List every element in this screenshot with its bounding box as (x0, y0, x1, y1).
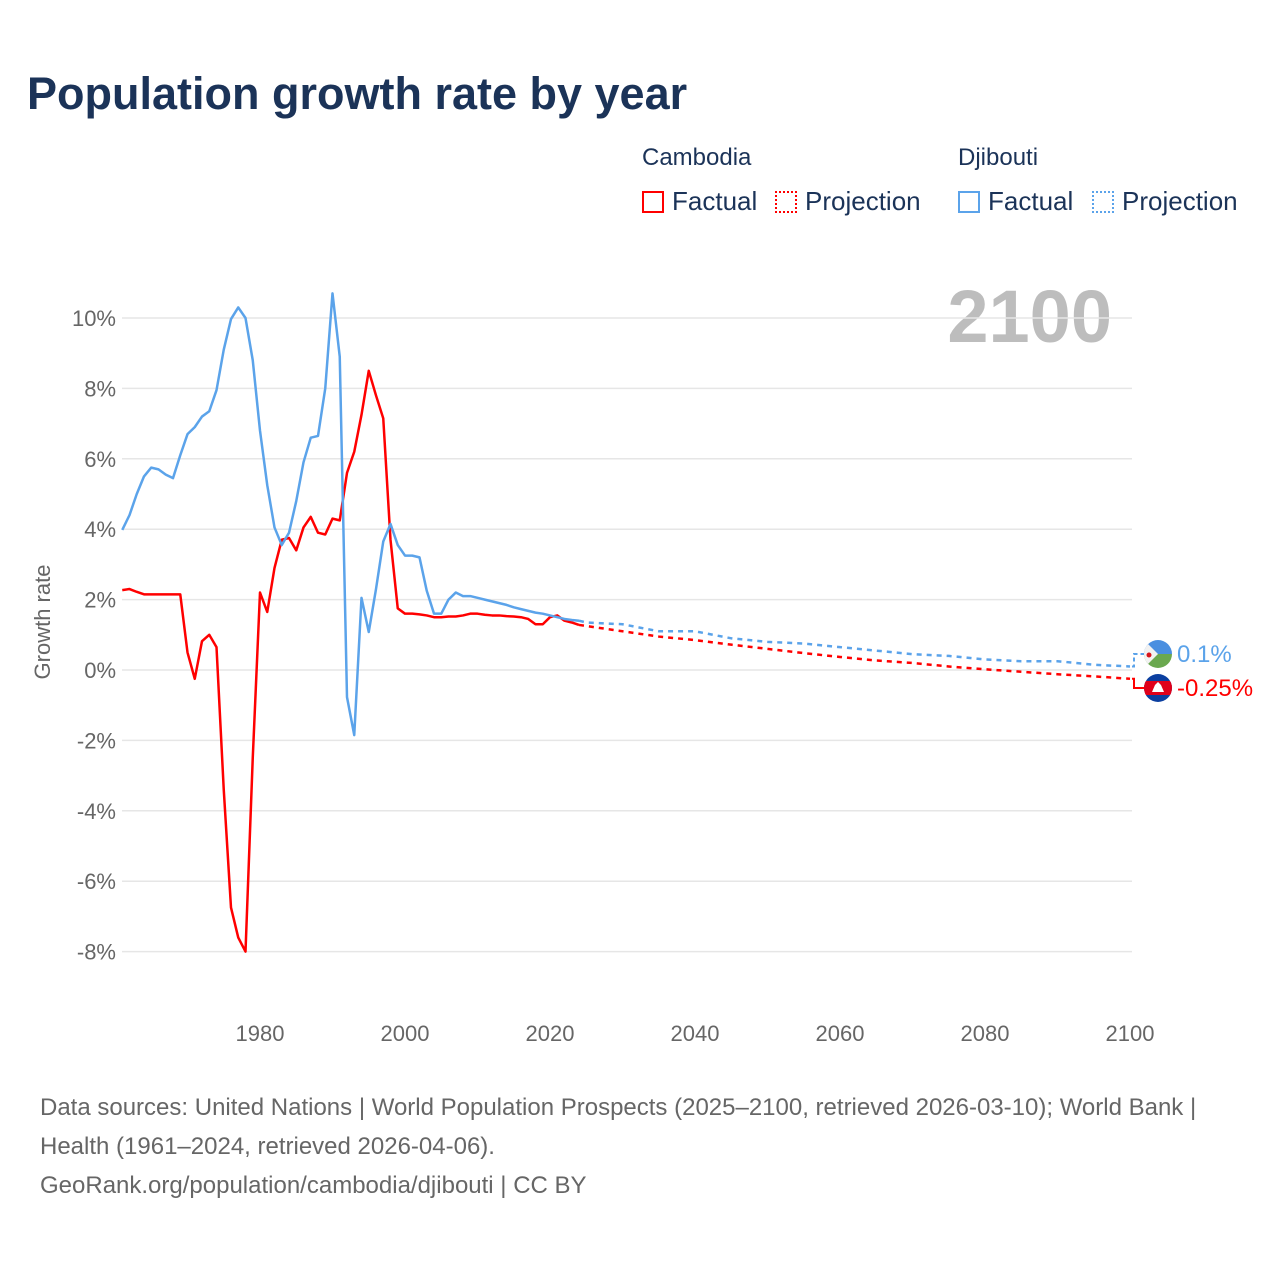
x-tick-label: 1980 (236, 1021, 285, 1046)
legend-label: Projection (805, 186, 921, 216)
flag-temple (1152, 682, 1164, 692)
y-tick-label: -2% (77, 728, 116, 753)
x-tick-label: 2000 (381, 1021, 430, 1046)
legend-group-cambodia: Cambodia (642, 144, 752, 171)
series-line-djibouti-projection (578, 619, 1131, 668)
legend-swatch-solid (642, 190, 664, 213)
connector (1132, 677, 1146, 689)
y-tick-label: 2% (84, 588, 116, 613)
x-tick-label: 2020 (526, 1021, 575, 1046)
series-line-cambodia-projection (578, 623, 1131, 681)
connector (1132, 653, 1146, 668)
x-tick-label: 2040 (671, 1021, 720, 1046)
end-label-cambodia: -0.25% (1177, 675, 1253, 702)
legend-label: Factual (672, 186, 758, 216)
djibouti-flag-icon (1144, 640, 1172, 668)
y-tick-label: -6% (77, 869, 116, 894)
y-tick-label: 6% (84, 447, 116, 472)
legend-label: Projection (1122, 186, 1238, 216)
y-axis-label: Growth rate (30, 565, 55, 680)
footer: Data sources: United Nations | World Pop… (40, 1088, 1240, 1205)
y-tick-label: 8% (84, 376, 116, 401)
legend-cambodia-factual[interactable]: Factual (642, 186, 757, 217)
legend-swatch-solid (958, 190, 980, 213)
flag-star (1146, 652, 1152, 658)
x-tick-label: 2080 (961, 1021, 1010, 1046)
x-tick-label: 2060 (816, 1021, 865, 1046)
chart-title: Population growth rate by year (27, 68, 688, 119)
end-label-djibouti: 0.1% (1177, 641, 1232, 668)
series-line-djibouti-factual (121, 292, 580, 737)
flag-body (1144, 640, 1172, 668)
legend-djibouti-projection[interactable]: Projection (1092, 186, 1238, 217)
y-tick-label: 0% (84, 658, 116, 683)
legend-group-djibouti: Djibouti (958, 144, 1039, 171)
legend-swatch-dotted (1092, 190, 1114, 213)
y-tick-label: -4% (77, 799, 116, 824)
series-line-cambodia-factual (122, 369, 580, 953)
source-link[interactable]: GeoRank.org/population/cambodia/djibouti… (40, 1172, 587, 1199)
x-tick-label: 2100 (1106, 1021, 1155, 1046)
data-sources: Data sources: United Nations | World Pop… (40, 1094, 1197, 1160)
cambodia-flag-icon (1144, 674, 1172, 702)
legend-djibouti-factual[interactable]: Factual (958, 186, 1073, 217)
line-chart: 2100 Growth rate 10% 8% 6% 4% 2% 0% -2% -4% -6% -… (30, 275, 1253, 1046)
legend-label: Factual (988, 186, 1074, 216)
legend-cambodia-projection[interactable]: Projection (775, 186, 921, 217)
year-watermark: 2100 (947, 275, 1112, 358)
legend-swatch-dotted (775, 190, 797, 213)
y-tick-label: 4% (84, 517, 116, 542)
y-tick-label: -8% (77, 940, 116, 965)
y-tick-label: 10% (72, 306, 116, 331)
